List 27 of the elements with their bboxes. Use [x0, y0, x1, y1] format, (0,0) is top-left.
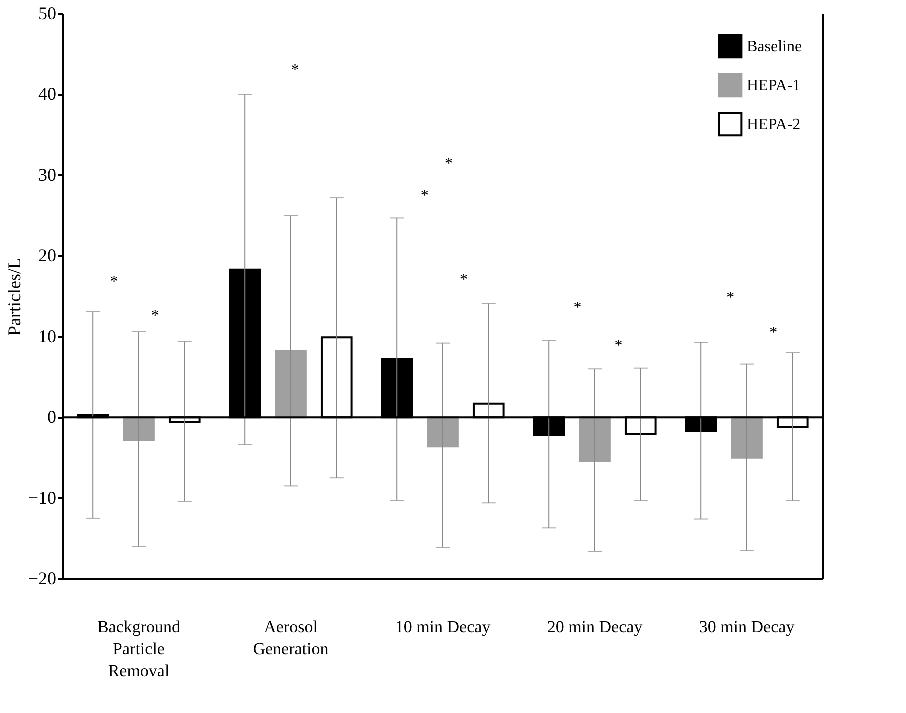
y-tick-label: −10 [28, 488, 56, 508]
annotation: * [770, 324, 778, 342]
x-tick-label: 20 min Decay [547, 618, 644, 636]
annotation: * [420, 187, 429, 204]
legend-label: HEPA-2 [747, 116, 801, 134]
y-tick-label: 10 [38, 326, 56, 346]
annotation: * [614, 338, 623, 355]
y-axis-title: Particles/L [4, 258, 24, 336]
y-tick-label: 50 [38, 4, 56, 24]
annotation: * [110, 273, 118, 290]
annotation: * [151, 308, 160, 325]
x-tick-label: Aerosol Generation [253, 618, 330, 658]
annotation: * [460, 271, 468, 288]
annotation: * [291, 62, 300, 80]
x-tick-label: Background Particle Removal [97, 618, 182, 680]
y-tick-label: −20 [28, 568, 56, 588]
x-tick-label: 30 min Decay [699, 618, 796, 636]
y-tick-label: 0 [48, 407, 56, 428]
y-tick-label: 20 [38, 246, 56, 266]
y-tick-label: 40 [38, 84, 56, 104]
legend-label: HEPA-1 [747, 78, 801, 94]
annotation: * [726, 290, 735, 306]
y-tick-label: 30 [38, 164, 56, 185]
legend-label: Baseline [747, 38, 802, 56]
annotation: * [574, 300, 582, 317]
x-tick-label: 10 min Decay [395, 618, 492, 636]
annotation: * [445, 155, 454, 172]
